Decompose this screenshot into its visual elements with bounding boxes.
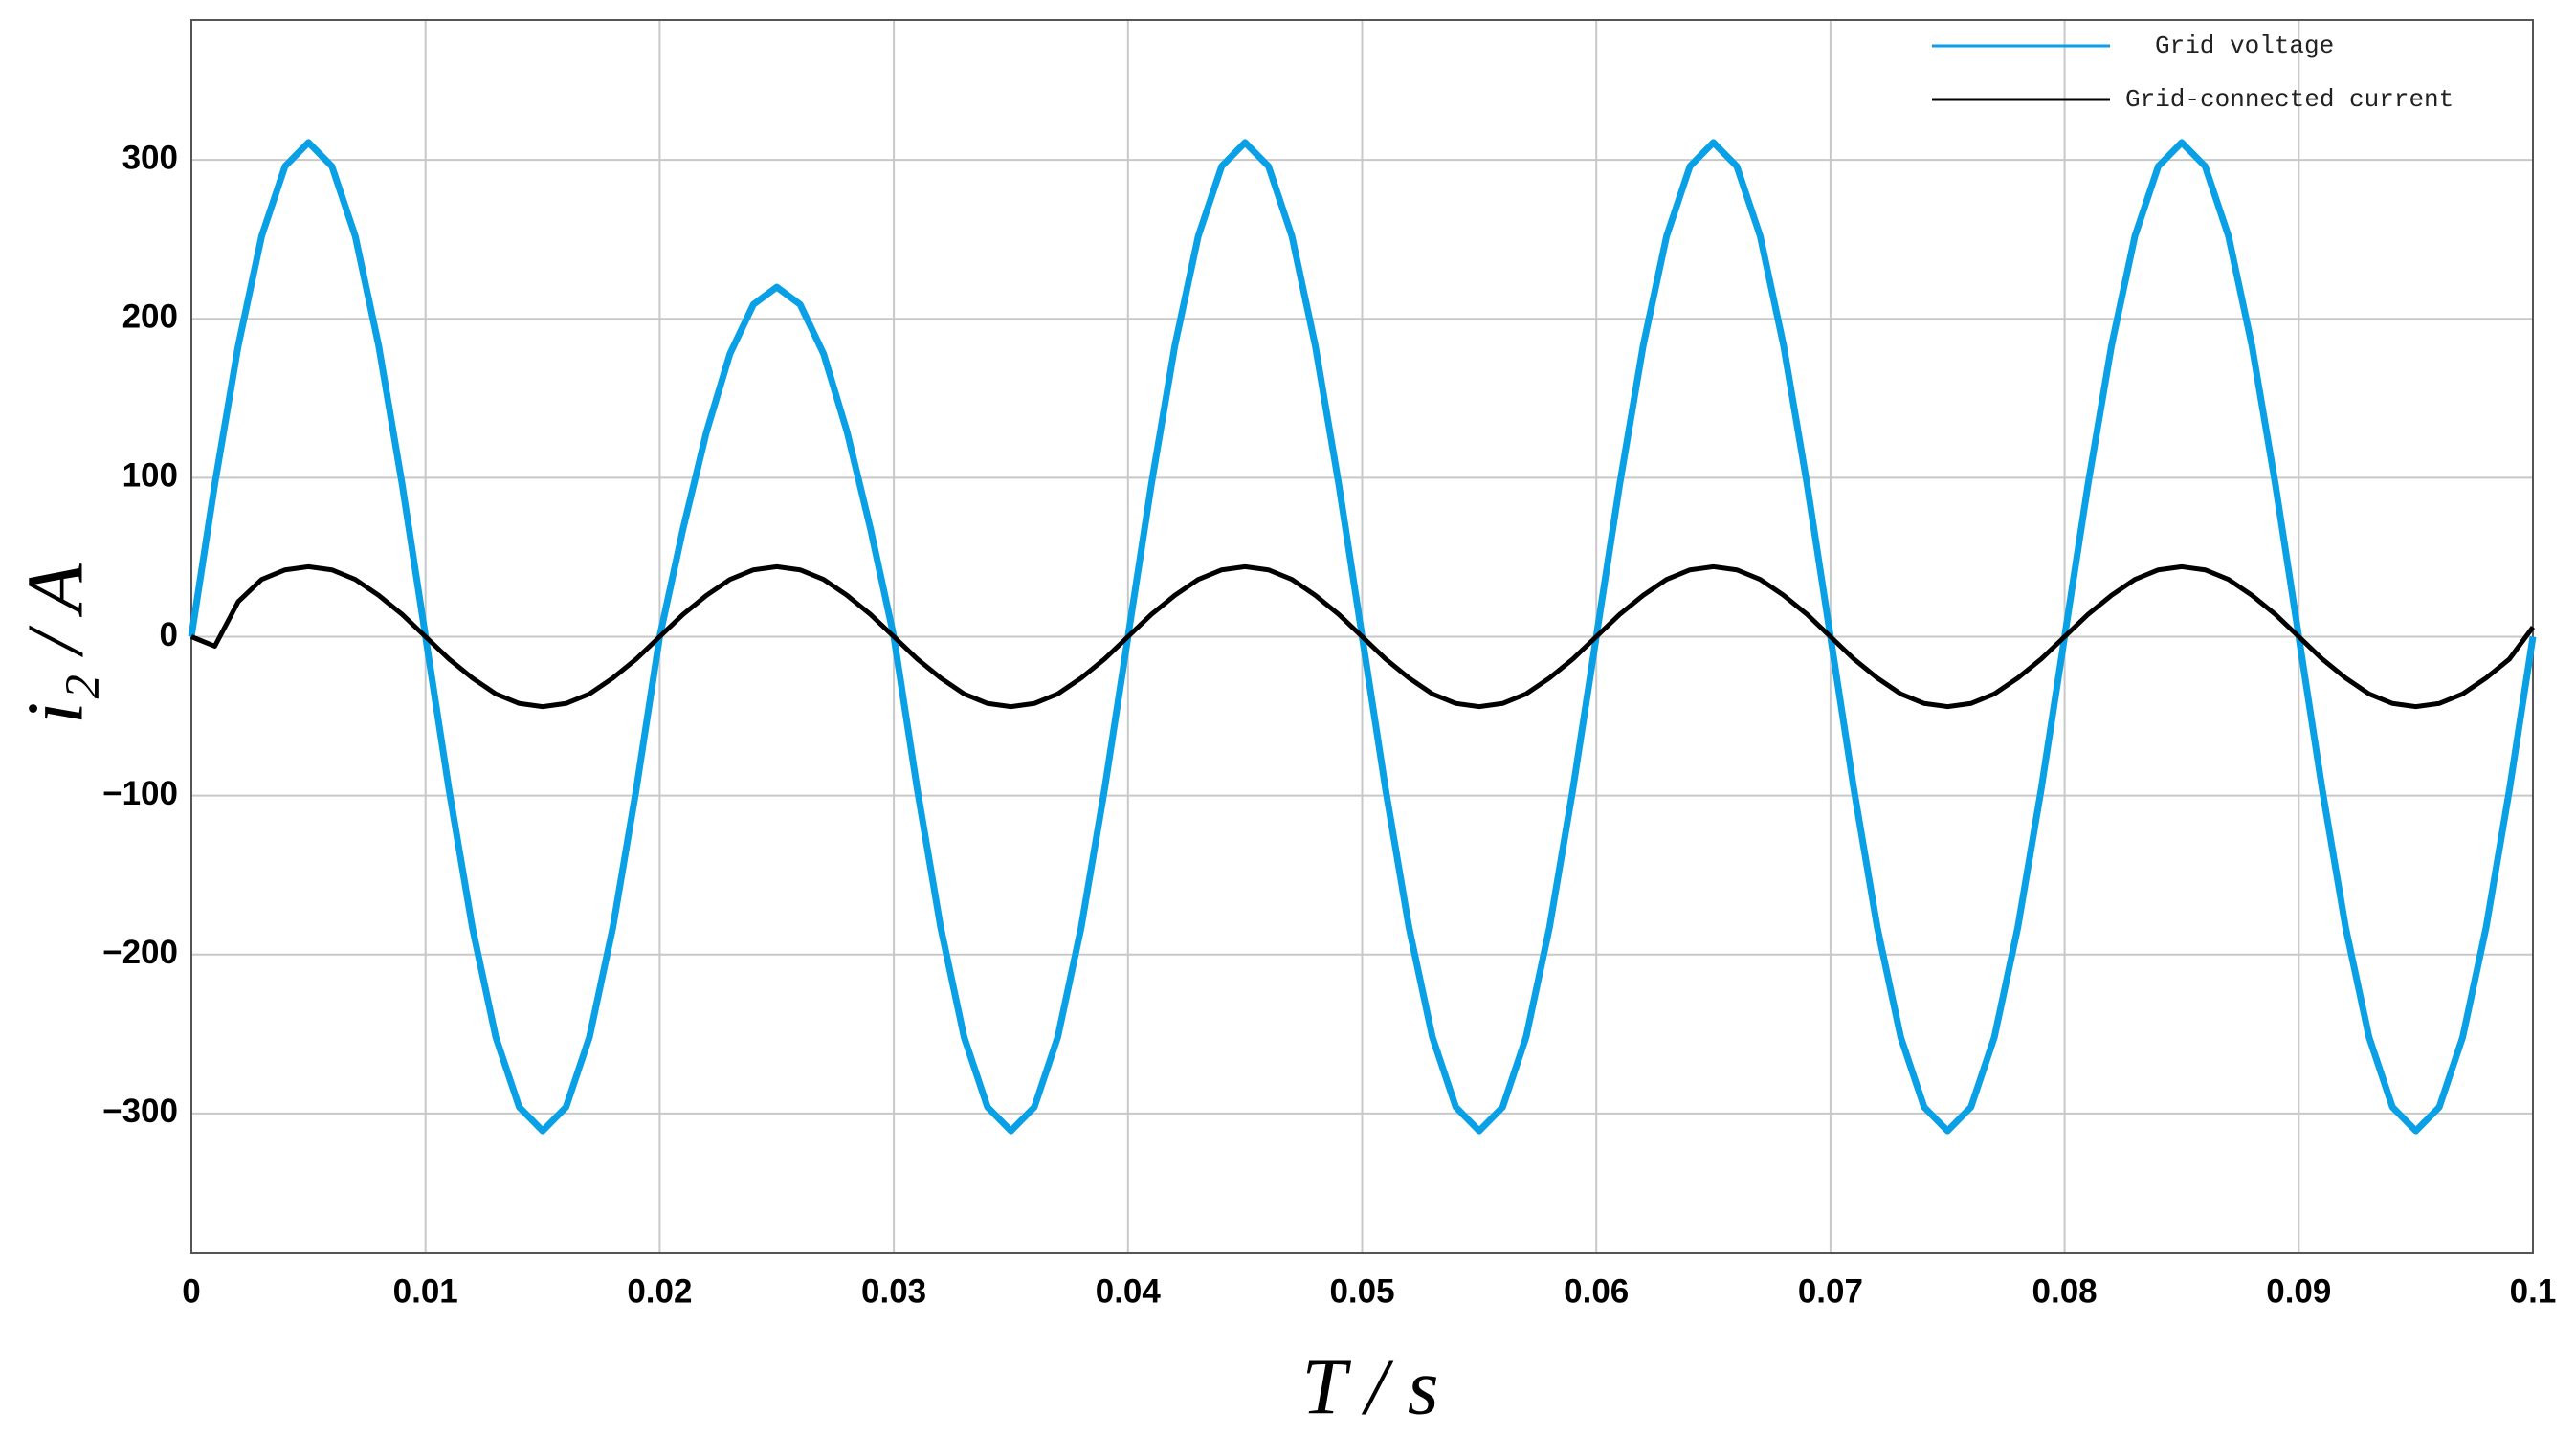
legend-label: Grid voltage [2155, 32, 2334, 60]
x-tick-label: 0.08 [2032, 1272, 2098, 1310]
x-tick-label: 0.06 [1564, 1272, 1629, 1310]
y-tick-label: 100 [122, 457, 178, 495]
y-tick-label: 0 [160, 616, 178, 653]
x-tick-label: 0.09 [2266, 1272, 2331, 1310]
x-tick-label: 0.1 [2510, 1272, 2557, 1310]
x-tick-label: 0.02 [627, 1272, 692, 1310]
y-tick-label: −300 [102, 1093, 178, 1130]
x-tick-label: 0.07 [1798, 1272, 1863, 1310]
y-axis-label: i₂ / A [11, 563, 100, 723]
x-axis-label: T / s [1301, 1342, 1438, 1431]
x-tick-label: 0 [182, 1272, 200, 1310]
x-tick-label: 0.01 [393, 1272, 458, 1310]
y-tick-label: −100 [102, 775, 178, 812]
y-tick-label: 200 [122, 298, 178, 336]
x-tick-label: 0.04 [1096, 1272, 1162, 1310]
x-tick-label: 0.03 [861, 1272, 926, 1310]
series-line [190, 563, 2536, 710]
legend-label: Grid-connected current [2125, 85, 2454, 114]
y-tick-label: −200 [102, 934, 178, 971]
y-tick-label: 300 [122, 139, 178, 176]
x-tick-label: 0.05 [1329, 1272, 1394, 1310]
